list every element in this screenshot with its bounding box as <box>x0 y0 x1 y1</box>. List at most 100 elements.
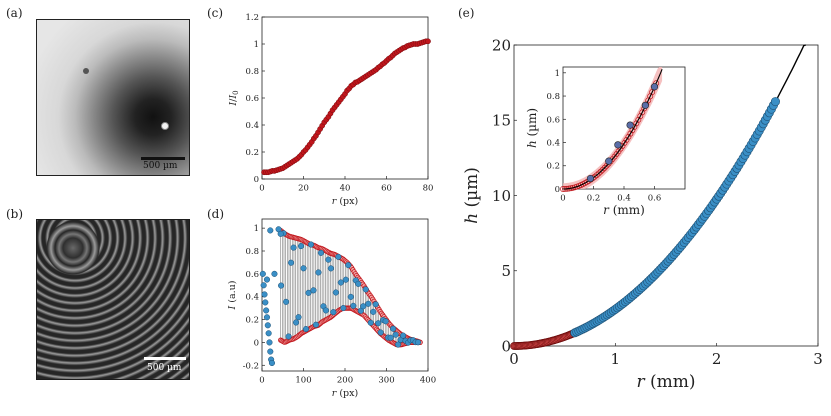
chart-c-ytick-label: 1.2 <box>245 13 259 23</box>
chart-e-xtick-label: 3 <box>813 350 823 368</box>
panel-label-d: (d) <box>207 207 225 221</box>
chart-d-ytick-label: -0.2 <box>243 361 259 371</box>
chart-d-xtick-label: 100 <box>295 376 311 386</box>
chart-d-branch-point <box>263 307 270 314</box>
chart-d-point <box>392 331 399 338</box>
chart-e-xtick-label: 1 <box>611 350 621 368</box>
chart-d-xtick-label: 400 <box>420 376 436 386</box>
scale-bar-a <box>141 157 185 160</box>
chart-e-inset-ytick-label: 1 <box>555 69 560 79</box>
chart-c-xtick-label: 80 <box>423 184 434 194</box>
chart-e-inset-ytick-label: 0.6 <box>546 115 560 125</box>
chart-c-xtick-label: 20 <box>298 184 309 194</box>
chart-d-branch-point <box>265 330 272 337</box>
chart-d-point <box>310 287 317 294</box>
chart-e-inset-point <box>626 121 634 129</box>
chart-e-ytick-label: 20 <box>492 36 511 54</box>
chart-d-xtick-label: 0 <box>259 376 264 386</box>
chart-e-inset-ytick-label: 0.2 <box>546 162 560 172</box>
chart-e-blue-point <box>770 97 780 107</box>
chart-e-inset-red-point <box>639 109 646 116</box>
chart-e-inset-red-point <box>623 136 630 143</box>
panel-label-c: (c) <box>207 6 224 20</box>
chart-d-point <box>305 289 312 296</box>
chart-e-xlabel: r (mm) <box>636 372 695 392</box>
chart-d-point <box>390 325 397 332</box>
chart-e-ytick-label: 10 <box>492 187 511 205</box>
chart-d-point <box>290 244 297 251</box>
chart-d-point <box>292 319 300 326</box>
chart-c-xlabel: r (px) <box>332 196 358 207</box>
chart-d-point <box>414 339 422 346</box>
panel-label-e: (e) <box>458 6 475 20</box>
chart-d-point <box>285 333 292 340</box>
chart-d-point <box>377 329 384 336</box>
chart-d-ylabel: I (a.u) <box>227 281 238 311</box>
chart-e-inset-red-point <box>627 130 634 137</box>
chart-d-point <box>317 249 324 256</box>
chart-d-point <box>283 298 290 305</box>
chart-e-ytick-label: 0 <box>501 337 511 355</box>
chart-c-point <box>425 38 431 45</box>
chart-d-point <box>395 341 402 348</box>
chart-d-point <box>322 307 329 314</box>
chart-d-point <box>312 321 320 328</box>
chart-c-ytick-label: 0.6 <box>245 94 259 104</box>
chart-d-frame <box>261 218 429 372</box>
chart-d-branch-point <box>260 282 267 289</box>
chart-e-inset-point <box>605 157 613 165</box>
chart-d-point <box>355 280 362 287</box>
chart-d-point <box>315 269 322 276</box>
chart-d-point <box>350 302 357 309</box>
chart-d-point <box>330 309 337 316</box>
chart-d-ytick-label: 0.2 <box>245 316 259 326</box>
chart-d-branch-point <box>259 270 266 277</box>
chart-d-branch-point <box>267 348 274 355</box>
chart-e-inset-point <box>614 141 622 149</box>
chart-d-ytick-label: 0.6 <box>245 270 259 280</box>
chart-d-point <box>337 279 344 286</box>
chart-e-inset-xtick-label: 0.2 <box>587 194 601 204</box>
chart-c-ytick-label: 0.2 <box>245 148 259 158</box>
chart-e-inset-ylabel: h (µm) <box>525 108 539 148</box>
chart-d-point <box>387 334 394 341</box>
chart-e-inset-point <box>641 101 649 109</box>
chart-d-xtick-label: 300 <box>378 376 394 386</box>
chart-d-ytick-label: 0.4 <box>245 293 259 303</box>
chart-e-inset-xtick-label: 0 <box>560 194 565 204</box>
chart-d-branch-point <box>261 291 268 298</box>
chart-e-inset-red-point <box>625 133 632 140</box>
chart-c-ytick-label: 0 <box>254 175 259 185</box>
chart-e-inset-point <box>586 174 595 183</box>
chart-d-point <box>400 332 407 339</box>
chart-e-inset-xtick-label: 0.6 <box>648 194 662 204</box>
chart-d-point <box>295 314 302 321</box>
chart-d-point <box>288 259 295 266</box>
particle-speck <box>161 122 169 130</box>
chart-e-inset-red-point <box>601 164 608 171</box>
chart-c-xtick-label: 60 <box>381 184 392 194</box>
chart-d-point <box>307 241 315 248</box>
chart-d-point <box>325 256 332 263</box>
chart-d-branch-point <box>264 322 271 329</box>
chart-e-inset-red-point <box>633 120 640 127</box>
image-panel-b: 500 µm <box>36 219 190 380</box>
chart-d-point <box>365 300 372 307</box>
chart-d-ytick-label: 0.8 <box>245 247 259 257</box>
chart-e-inset-xtick-label: 0.4 <box>617 194 631 204</box>
chart-d-point <box>300 265 307 272</box>
chart-e-ylabel: h (µm) <box>462 167 482 224</box>
chart-e-inset-red-point <box>635 116 642 123</box>
panel-label-a: (a) <box>6 6 23 20</box>
chart-d-point <box>335 253 342 260</box>
chart-c-xtick-label: 0 <box>259 184 264 194</box>
chart-d-xtick-label: 200 <box>337 376 353 386</box>
chart-e-inset-red-point <box>593 172 600 179</box>
chart-e-inset-point <box>650 83 659 91</box>
panel-label-b: (b) <box>6 207 24 221</box>
chart-d-point <box>340 304 347 312</box>
chart-e-inset-xlabel: r (mm) <box>603 203 645 217</box>
particle-speck <box>83 68 89 74</box>
chart-c-ytick-label: 0.8 <box>245 67 259 77</box>
chart-d-point <box>327 265 334 272</box>
